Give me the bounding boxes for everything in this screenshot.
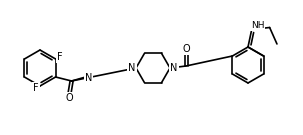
Text: O: O [66,93,73,103]
Text: F: F [33,83,39,93]
Text: NH: NH [251,21,265,30]
Text: N: N [85,73,92,83]
Text: O: O [182,44,190,54]
Text: F: F [57,52,62,62]
Text: N: N [170,63,178,73]
Text: N: N [128,63,136,73]
